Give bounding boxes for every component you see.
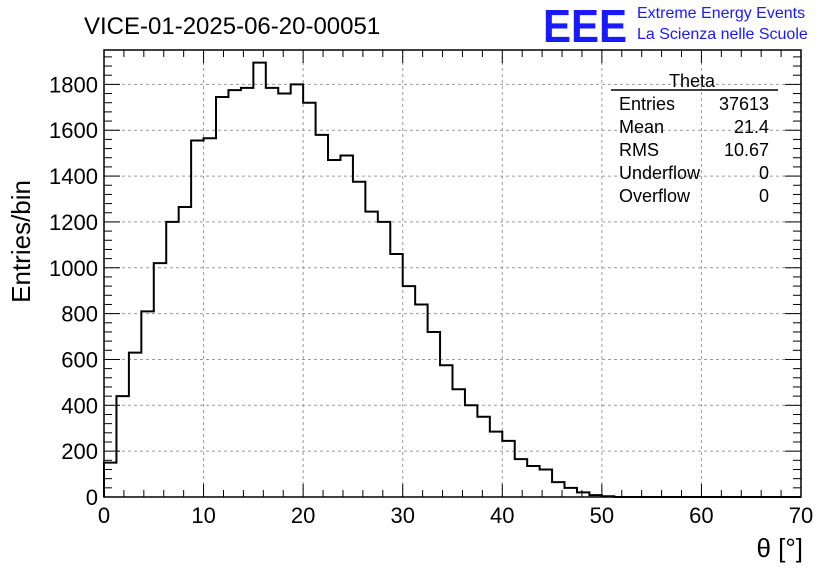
logo-line2: La Scienza nelle Scuole — [637, 26, 808, 43]
y-tick-label: 200 — [61, 439, 98, 464]
x-axis-label: θ [°] — [756, 533, 803, 563]
x-tick-label: 50 — [590, 503, 614, 528]
histogram-line — [103, 61, 801, 498]
stats-value: 37613 — [719, 94, 769, 114]
y-tick-label: 1200 — [49, 210, 98, 235]
y-tick-label: 1600 — [49, 118, 98, 143]
stats-label: Underflow — [619, 163, 701, 183]
x-tick-label: 20 — [291, 503, 315, 528]
stats-value: 0 — [759, 186, 769, 206]
y-tick-label: 1800 — [49, 72, 98, 97]
y-tick-label: 400 — [61, 393, 98, 418]
stats-value: 10.67 — [724, 140, 769, 160]
logo-mark: EEE — [543, 0, 627, 52]
stats-label: Mean — [619, 117, 664, 137]
stats-value: 21.4 — [734, 117, 769, 137]
chart-title: VICE-01-2025-06-20-00051 — [84, 13, 380, 40]
y-axis-label: Entries/bin — [6, 180, 36, 303]
stats-label: Entries — [619, 94, 675, 114]
x-tick-label: 30 — [390, 503, 414, 528]
eee-logo: EEE Extreme Energy Events La Scienza nel… — [543, 0, 808, 52]
stats-label: RMS — [619, 140, 659, 160]
plot-frame — [103, 49, 802, 498]
y-tick-label: 800 — [61, 302, 98, 327]
x-tick-label: 70 — [789, 503, 813, 528]
stats-label: Overflow — [619, 186, 691, 206]
y-tick-label: 0 — [86, 485, 98, 510]
x-tick-label: 60 — [689, 503, 713, 528]
stats-box: Theta Entries 37613 Mean 21.4 RMS 10.67 Underf… — [611, 71, 778, 206]
stats-value: 0 — [759, 163, 769, 183]
grid — [104, 50, 801, 497]
axis-ticks — [103, 50, 802, 498]
stats-title: Theta — [669, 71, 716, 91]
y-tick-label: 1400 — [49, 164, 98, 189]
tick-labels: 0 10 20 30 40 50 60 70 0 200 400 600 800 1000 1200 1400… — [49, 72, 813, 528]
x-tick-label: 40 — [490, 503, 514, 528]
y-tick-label: 1000 — [49, 256, 98, 281]
logo-line1: Extreme Energy Events — [637, 5, 805, 22]
x-tick-label: 0 — [98, 503, 110, 528]
x-tick-label: 10 — [191, 503, 215, 528]
y-tick-label: 600 — [61, 347, 98, 372]
